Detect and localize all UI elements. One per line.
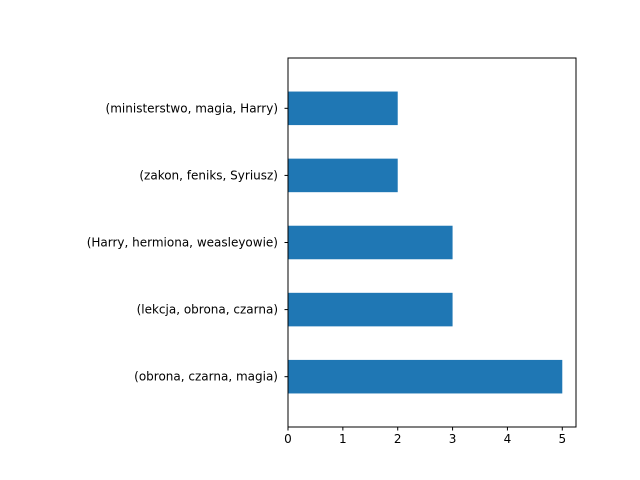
y-tick-label: (ministerstwo, magia, Harry)	[106, 101, 278, 115]
y-tick-label: (lekcja, obrona, czarna)	[137, 303, 278, 317]
x-tick-label: 0	[284, 432, 292, 446]
x-tick-label: 5	[558, 432, 566, 446]
y-axis: (obrona, czarna, magia) (lekcja, obrona, …	[87, 101, 288, 384]
bar	[288, 158, 398, 193]
y-tick-label: (zakon, feniks, Syriusz)	[139, 168, 278, 182]
x-tick-label: 2	[394, 432, 402, 446]
bar	[288, 359, 563, 394]
x-axis: 0 1 2 3 4 5	[284, 427, 566, 446]
x-tick-label: 4	[504, 432, 512, 446]
x-tick-label: 3	[449, 432, 457, 446]
y-tick-label: (obrona, czarna, magia)	[134, 370, 278, 384]
bar	[288, 91, 398, 126]
bars-layer	[288, 91, 563, 394]
y-tick-label: (Harry, hermiona, weasleyowie)	[87, 236, 278, 250]
bar	[288, 292, 453, 327]
x-tick-label: 1	[339, 432, 347, 446]
bar	[288, 225, 453, 260]
